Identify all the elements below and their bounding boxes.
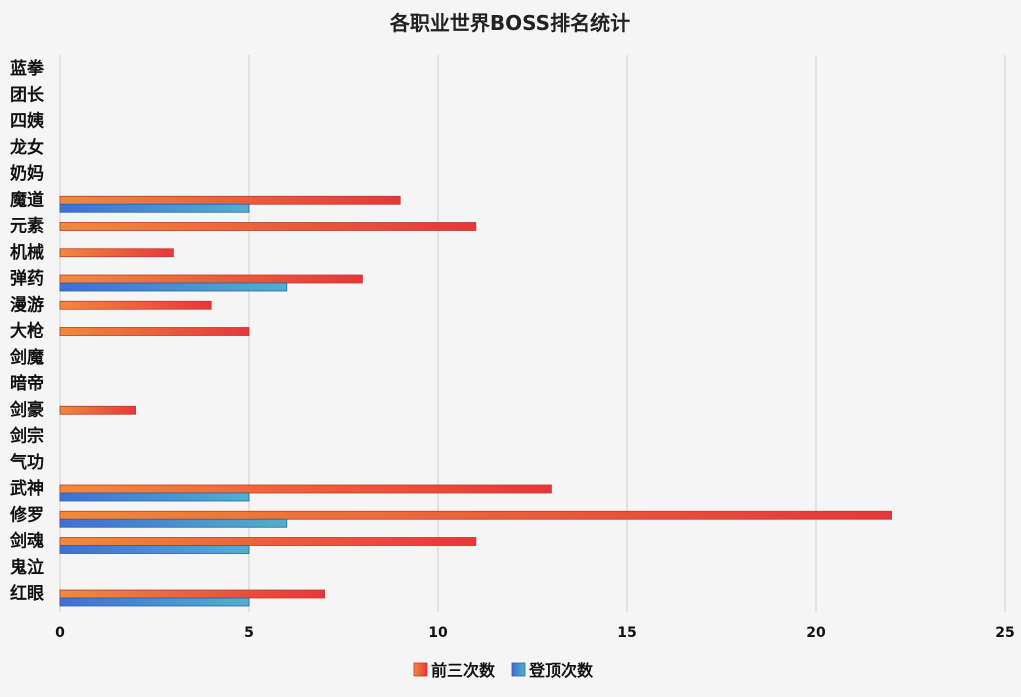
bar-top3 (59, 537, 477, 546)
category-label: 红眼 (10, 583, 44, 604)
category-label: 漫游 (10, 294, 44, 315)
bar-top3 (59, 405, 136, 415)
bar-top3 (59, 222, 477, 231)
x-tick-labels: 0 5 10 15 20 25 (55, 625, 1015, 641)
legend-swatch (413, 662, 428, 677)
x-tick-label: 5 (244, 625, 254, 641)
legend-swatch (511, 662, 526, 677)
bar-first (59, 545, 250, 554)
category-label: 修罗 (9, 504, 44, 525)
bar-top3 (59, 248, 174, 258)
category-label: 团长 (10, 84, 45, 105)
category-label: 剑魔 (9, 347, 44, 368)
category-label: 魔道 (10, 189, 44, 210)
x-tick-label: 20 (806, 625, 826, 641)
category-label: 机械 (10, 242, 44, 263)
chart-title: 各职业世界BOSS排名统计 (389, 11, 630, 35)
category-label: 气功 (9, 452, 44, 473)
category-label: 奶妈 (10, 163, 44, 184)
bar-top3 (59, 510, 892, 520)
bar-first (59, 518, 288, 528)
category-label: 剑豪 (9, 399, 44, 420)
category-labels: 蓝拳团长四姨龙女奶妈魔道元素机械弹药漫游大枪剑魔暗帝剑豪剑宗气功武神修罗剑魂鬼泣… (9, 58, 45, 604)
bar-top3 (59, 327, 250, 336)
x-tick-label: 0 (55, 625, 65, 641)
legend-label: 登顶次数 (528, 661, 594, 680)
category-label: 蓝拳 (10, 58, 45, 79)
bar-top3 (59, 274, 363, 284)
bar-top3 (59, 300, 212, 310)
category-label: 大枪 (10, 321, 44, 342)
bar-first (59, 597, 250, 607)
bar-top3 (59, 484, 552, 494)
category-label: 鬼泣 (10, 557, 44, 578)
bar-first (59, 492, 250, 502)
category-label: 暗帝 (10, 373, 44, 394)
category-label: 弹药 (10, 268, 44, 289)
category-label: 剑魂 (9, 531, 44, 552)
bar-first (59, 282, 288, 292)
bar-top3 (59, 195, 401, 205)
bar-top3 (59, 589, 326, 599)
bars (59, 195, 892, 607)
x-tick-label: 25 (995, 625, 1014, 641)
category-label: 剑宗 (9, 426, 44, 447)
x-tick-label: 10 (428, 625, 448, 641)
category-label: 武神 (10, 478, 44, 499)
legend: 前三次数 登顶次数 (413, 661, 594, 680)
category-label: 龙女 (9, 137, 44, 158)
legend-label: 前三次数 (431, 661, 496, 680)
category-label: 四姨 (10, 111, 45, 132)
category-label: 元素 (10, 217, 44, 237)
bar-first (59, 203, 250, 213)
x-tick-label: 15 (617, 625, 636, 641)
